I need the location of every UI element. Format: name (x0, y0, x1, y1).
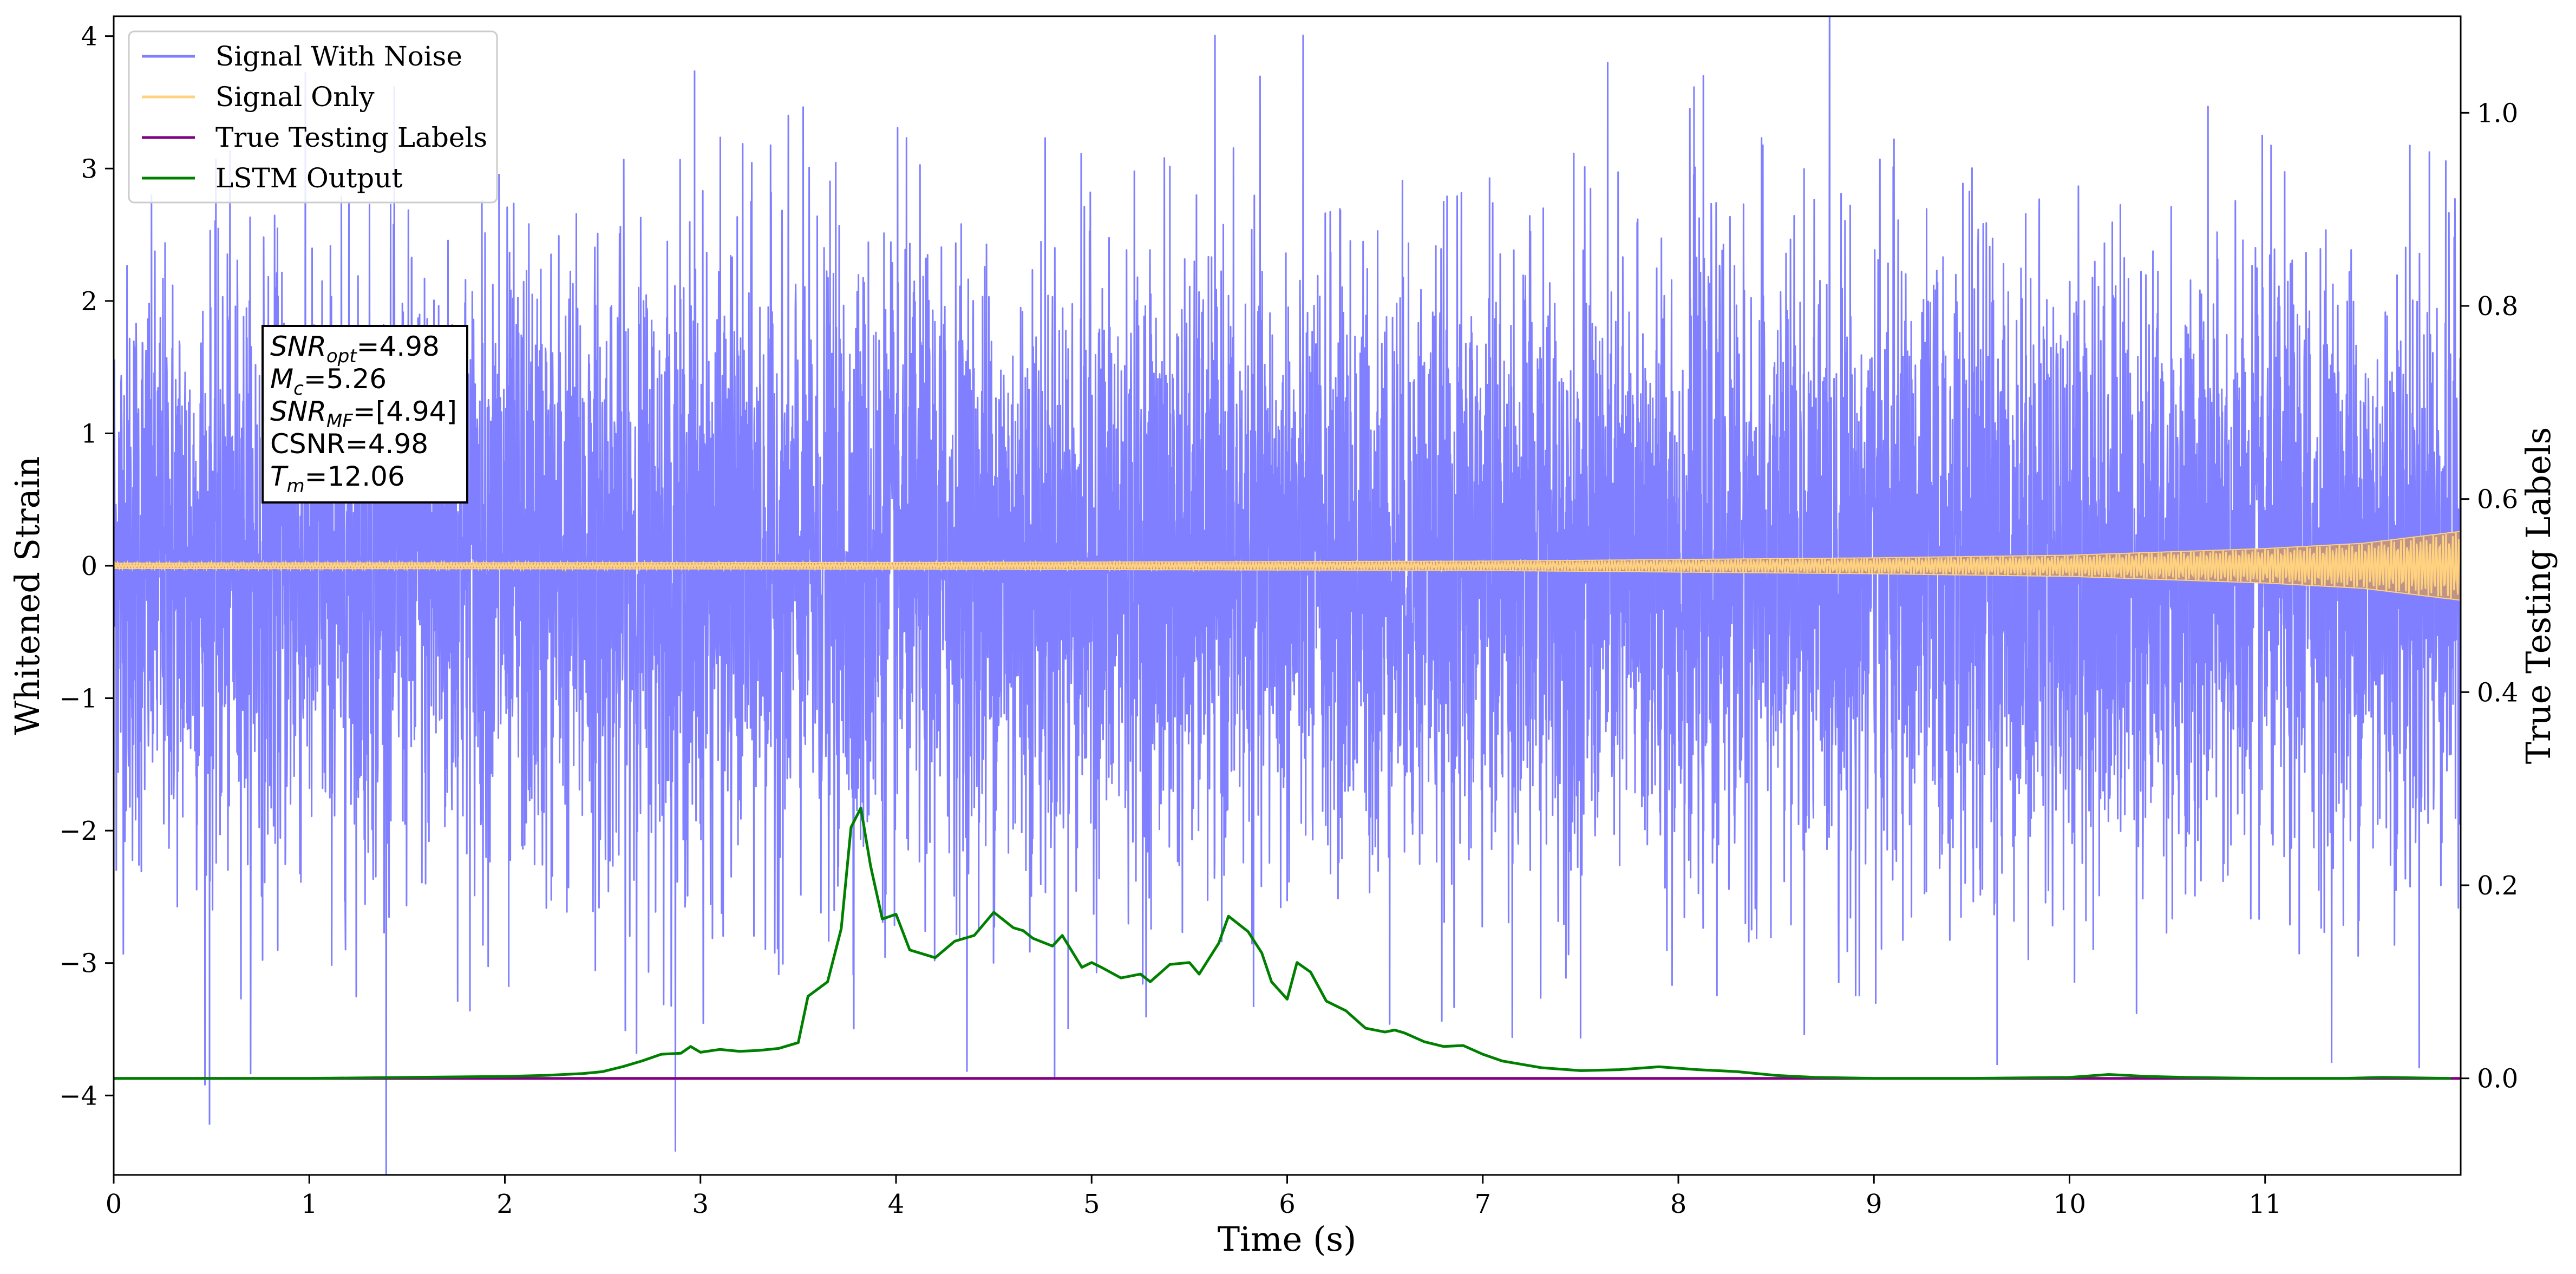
x-tick-label: 3 (692, 1189, 709, 1219)
y-left-tick-label: 2 (81, 286, 97, 317)
x-tick-label: 4 (888, 1189, 905, 1219)
y-axis-right-title: True Testing Labels (2519, 427, 2558, 765)
y-axis-right: 1.0 0.8 0.6 0.4 0.2 0.0 (2461, 98, 2518, 1094)
y-right-tick-label: 0.6 (2477, 485, 2518, 515)
x-axis-title: Time (s) (1218, 1219, 1357, 1259)
series-signal-with-noise (114, 16, 2461, 1175)
y-left-tick-label: 4 (81, 22, 97, 52)
y-left-tick-label: −1 (59, 684, 97, 714)
x-tick-label: 5 (1083, 1189, 1100, 1219)
legend-label: Signal With Noise (215, 41, 462, 72)
y-left-tick-label: −4 (59, 1081, 97, 1111)
x-tick-label: 8 (1670, 1189, 1687, 1219)
y-right-tick-label: 0.4 (2477, 677, 2518, 708)
plot-series (114, 16, 2461, 1175)
x-tick-label: 7 (1474, 1189, 1491, 1219)
legend: Signal With Noise Signal Only True Testing… (128, 30, 498, 204)
x-tick-label: 6 (1279, 1189, 1296, 1219)
annotation-line: Tm=12.06 (270, 461, 405, 497)
x-tick-label: 10 (2053, 1189, 2086, 1219)
y-right-tick-label: 1.0 (2477, 98, 2518, 128)
legend-box (128, 30, 498, 204)
annotation-box: SNRopt=4.98Mc=5.26SNRMF=[4.94]CSNR=4.98T… (261, 325, 468, 504)
y-left-tick-label: −2 (59, 816, 97, 846)
annotation-line: SNRopt=4.98 (270, 331, 440, 367)
y-left-tick-label: 1 (81, 419, 97, 449)
x-tick-label: 1 (301, 1189, 318, 1219)
y-right-tick-label: 0.0 (2477, 1064, 2518, 1094)
y-axis-left: 4 3 2 1 0 −1 −2 −3 −4 (59, 22, 114, 1111)
annotation-line: CSNR=4.98 (270, 428, 428, 460)
x-tick-label: 2 (496, 1189, 513, 1219)
annotation-line: Mc=5.26 (270, 363, 387, 400)
x-tick-label: 0 (106, 1189, 122, 1219)
series-lstm-output (114, 806, 2451, 1080)
x-tick-label: 9 (1866, 1189, 1882, 1219)
series-signal-only-ripple (114, 532, 2461, 600)
y-left-tick-label: 0 (81, 551, 97, 582)
x-tick-label: 11 (2248, 1189, 2281, 1219)
annotation-line: SNRMF=[4.94] (270, 396, 457, 432)
y-right-tick-label: 0.2 (2477, 871, 2518, 901)
y-right-tick-label: 0.8 (2477, 291, 2518, 322)
legend-label: True Testing Labels (215, 122, 487, 153)
annotation-frame (261, 325, 468, 504)
x-axis: 0 1 2 3 4 5 6 7 8 9 10 11 (106, 1175, 2281, 1219)
legend-label: LSTM Output (215, 162, 402, 194)
y-left-tick-label: 3 (81, 154, 97, 184)
y-left-tick-label: −3 (59, 949, 97, 979)
legend-label: Signal Only (215, 81, 375, 113)
y-axis-left-title: Whitened Strain (8, 456, 47, 735)
